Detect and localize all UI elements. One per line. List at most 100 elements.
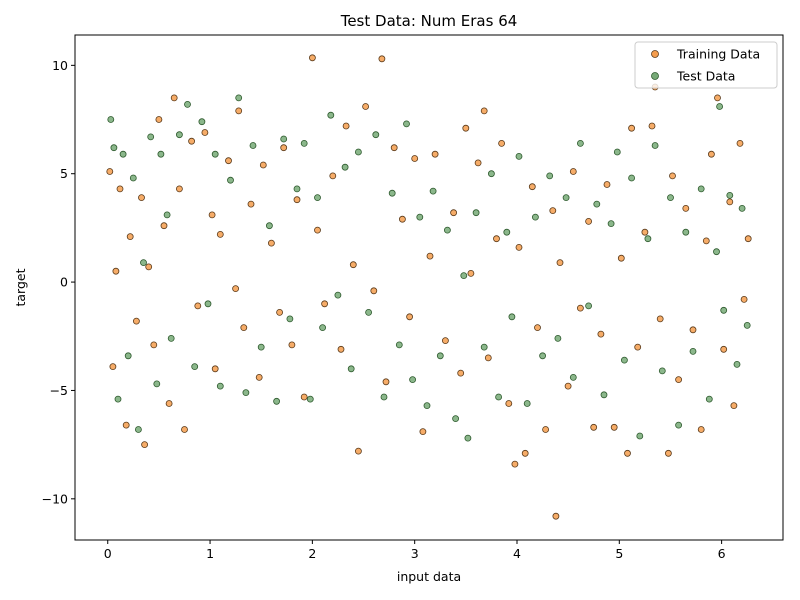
x-tick-label: 0: [104, 546, 112, 561]
training-point: [714, 94, 721, 102]
test-point: [716, 103, 723, 110]
training-point: [122, 421, 130, 429]
training-point: [720, 345, 728, 353]
test-point: [628, 174, 635, 182]
chart-title: Test Data: Num Eras 64: [340, 12, 518, 30]
training-point: [160, 222, 168, 230]
training-point: [730, 402, 738, 410]
test-point: [211, 150, 219, 158]
training-point: [201, 129, 209, 136]
x-tick-label: 4: [513, 546, 521, 561]
training-point: [597, 330, 605, 338]
test-point: [163, 211, 171, 219]
training-point: [225, 157, 232, 165]
test-point: [265, 222, 273, 230]
training-point: [321, 300, 329, 308]
test-point: [705, 395, 713, 403]
test-point: [743, 321, 751, 329]
y-tick-label: −5: [50, 383, 68, 398]
test-point: [167, 334, 175, 342]
test-point: [651, 142, 659, 149]
test-point: [585, 302, 592, 310]
test-point: [395, 341, 403, 349]
plot-frame: [74, 34, 784, 541]
training-point: [634, 343, 642, 351]
training-point: [708, 150, 715, 158]
test-point: [242, 389, 250, 397]
test-point: [682, 228, 690, 236]
test-point: [365, 308, 373, 316]
training-point: [521, 449, 529, 457]
x-tick-label: 3: [411, 546, 419, 561]
training-point: [534, 324, 541, 332]
training-point: [337, 345, 345, 353]
training-point: [665, 449, 672, 457]
training-point: [702, 237, 710, 245]
training-point: [624, 449, 631, 457]
training-point: [175, 185, 183, 193]
training-point: [314, 226, 321, 234]
test-point: [147, 133, 155, 141]
training-point: [515, 243, 523, 251]
training-point: [188, 137, 196, 145]
legend: Training Data Test Data: [634, 41, 778, 89]
training-point: [744, 235, 752, 243]
test-point: [508, 313, 516, 321]
test-point: [140, 259, 147, 267]
test-point: [314, 194, 321, 202]
test-point: [539, 352, 546, 360]
training-point: [675, 376, 682, 384]
training-point: [141, 441, 149, 449]
test-point: [523, 400, 531, 407]
training-point: [689, 326, 697, 334]
test-point: [184, 101, 191, 108]
training-point: [484, 354, 492, 362]
test-point: [124, 352, 132, 360]
x-axis-ticks: 0 1 2 3 4 5 6: [104, 540, 726, 561]
training-point: [610, 423, 618, 431]
y-tick-label: 10: [52, 58, 68, 73]
legend-label: Training Data: [676, 47, 760, 62]
training-point: [617, 254, 625, 262]
training-point: [288, 341, 296, 349]
test-point: [503, 228, 511, 236]
test-point: [460, 272, 468, 280]
training-point: [235, 107, 243, 115]
y-axis-label: target: [13, 268, 28, 306]
test-point: [452, 415, 460, 423]
test-point: [409, 376, 417, 384]
test-point: [110, 144, 118, 152]
test-point: [600, 391, 608, 399]
x-axis-label: input data: [397, 569, 461, 584]
test-point: [157, 150, 165, 158]
training-point: [669, 172, 676, 180]
test-point: [293, 185, 301, 193]
training-point: [528, 183, 536, 191]
test-point: [658, 367, 666, 375]
test-point: [216, 382, 224, 390]
test-point: [175, 131, 183, 139]
training-point: [457, 369, 465, 377]
test-point: [416, 213, 424, 221]
x-tick-label: 2: [308, 546, 316, 561]
test-point: [726, 191, 734, 199]
training-point: [641, 228, 649, 236]
training-point: [342, 122, 350, 130]
training-point: [300, 393, 308, 401]
training-point: [349, 261, 357, 269]
training-point: [145, 263, 153, 271]
training-point: [569, 168, 577, 175]
training-point: [293, 196, 301, 204]
test-point: [107, 116, 115, 123]
test-point: [119, 150, 127, 158]
training-point: [109, 363, 117, 371]
training-point: [116, 185, 124, 193]
y-tick-label: 5: [60, 166, 68, 181]
training-point: [697, 426, 705, 433]
test-point: [621, 356, 628, 364]
test-point: [354, 148, 362, 156]
training-point: [577, 304, 584, 312]
training-point: [474, 159, 482, 167]
test-point: [204, 300, 212, 308]
